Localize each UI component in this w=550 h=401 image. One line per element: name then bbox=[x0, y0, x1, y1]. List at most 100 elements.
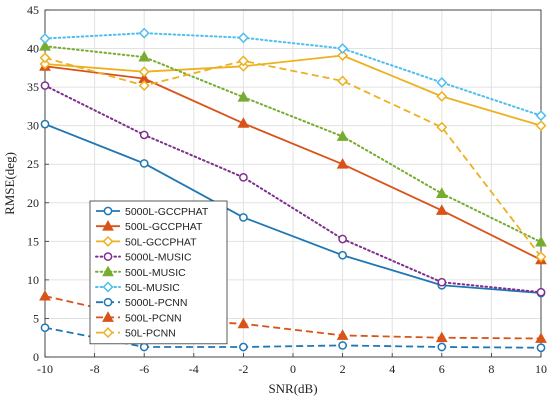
y-tick-label: 30 bbox=[27, 119, 39, 133]
legend-label: 500L-GCCPHAT bbox=[125, 221, 203, 233]
data-point bbox=[336, 130, 349, 141]
series-layer bbox=[39, 27, 547, 353]
series-line bbox=[44, 54, 542, 127]
x-tick-label: -2 bbox=[238, 362, 248, 376]
series-50L-MUSIC bbox=[39, 27, 547, 122]
data-point bbox=[239, 172, 248, 182]
series-line bbox=[44, 65, 542, 261]
legend-label: 5000L-MUSIC bbox=[125, 252, 192, 264]
data-point bbox=[237, 317, 250, 329]
data-point bbox=[39, 33, 51, 44]
data-point bbox=[435, 204, 448, 215]
series-line bbox=[44, 32, 542, 117]
data-point bbox=[39, 52, 51, 64]
legend-item: 50L-PCNN bbox=[96, 327, 176, 340]
y-tick-label: 10 bbox=[27, 273, 39, 287]
legend-item: 500L-PCNN bbox=[96, 311, 182, 324]
legend-marker bbox=[103, 297, 113, 307]
data-point bbox=[139, 342, 149, 352]
series-line bbox=[44, 45, 542, 244]
series-5000L-PCNN bbox=[40, 323, 546, 353]
data-point bbox=[40, 119, 50, 129]
data-point bbox=[39, 40, 51, 51]
data-point bbox=[40, 323, 50, 333]
x-tick-label: 0 bbox=[290, 362, 296, 376]
data-point bbox=[139, 159, 149, 168]
data-point bbox=[535, 235, 547, 247]
data-point bbox=[237, 55, 249, 67]
y-axis: 0 5 10 15 20 25 30 35 40 45 bbox=[27, 3, 49, 364]
x-tick-label: 6 bbox=[439, 362, 445, 376]
legend: 5000L-GCCPHAT 500L-GCCPHAT 50L-GCCPHAT 5000… bbox=[89, 200, 228, 345]
legend-item: 50L-GCCPHAT bbox=[96, 235, 197, 248]
y-tick-label: 45 bbox=[27, 3, 39, 17]
x-tick-label: 8 bbox=[488, 362, 494, 376]
data-point bbox=[39, 289, 51, 301]
legend-item: 5000L-PCNN bbox=[96, 297, 187, 309]
legend-label: 50L-PCNN bbox=[125, 328, 176, 340]
series-line bbox=[44, 123, 542, 294]
legend-marker bbox=[102, 327, 114, 339]
y-tick-label: 15 bbox=[27, 234, 39, 248]
y-tick-label: 20 bbox=[27, 196, 39, 210]
data-point bbox=[337, 50, 349, 61]
data-point bbox=[338, 250, 347, 260]
legend-item: 500L-GCCPHAT bbox=[96, 220, 203, 233]
legend-label: 5000L-PCNN bbox=[125, 297, 187, 309]
legend-marker bbox=[102, 281, 114, 293]
legend-label: 50L-GCCPHAT bbox=[125, 236, 197, 248]
data-point bbox=[138, 50, 151, 62]
x-tick-label: -8 bbox=[90, 362, 100, 376]
x-tick-label: 2 bbox=[340, 362, 346, 376]
y-tick-label: 40 bbox=[27, 42, 39, 56]
data-point bbox=[138, 80, 150, 92]
data-point bbox=[535, 110, 547, 122]
legend-label: 500L-MUSIC bbox=[125, 267, 186, 279]
legend-marker bbox=[102, 220, 114, 231]
series-500L-MUSIC bbox=[39, 40, 547, 247]
legend-item: 50L-MUSIC bbox=[95, 281, 180, 294]
data-point bbox=[239, 342, 248, 352]
data-point bbox=[435, 331, 448, 343]
data-point bbox=[535, 332, 547, 343]
y-tick-label: 25 bbox=[27, 157, 39, 171]
x-tick-label: -10 bbox=[37, 362, 53, 376]
x-axis-label: SNR(dB) bbox=[268, 381, 317, 396]
series-50L-PCNN bbox=[39, 52, 547, 263]
data-point bbox=[138, 27, 150, 39]
y-tick-label: 5 bbox=[33, 311, 39, 325]
legend-label: 50L-MUSIC bbox=[125, 282, 180, 294]
x-tick-label: -4 bbox=[189, 362, 199, 376]
data-point bbox=[338, 234, 347, 244]
data-point bbox=[336, 329, 349, 340]
data-point bbox=[40, 81, 50, 90]
data-point bbox=[337, 75, 349, 87]
data-point bbox=[437, 277, 447, 287]
series-5000L-MUSIC bbox=[40, 81, 546, 297]
series-50L-GCCPHAT bbox=[39, 50, 547, 132]
legend-marker bbox=[102, 265, 114, 277]
data-point bbox=[237, 32, 249, 44]
data-point bbox=[535, 120, 547, 132]
x-tick-label: -6 bbox=[139, 362, 149, 376]
legend-item: 500L-MUSIC bbox=[95, 265, 186, 279]
x-tick-label: 4 bbox=[389, 362, 395, 376]
legend-marker bbox=[103, 252, 113, 261]
x-axis: -10 -8 -6 -4 -2 0 2 4 6 8 10 bbox=[37, 353, 547, 376]
data-point bbox=[138, 66, 150, 78]
data-point bbox=[139, 130, 149, 140]
data-point bbox=[436, 90, 448, 102]
legend-label: 500L-PCNN bbox=[125, 312, 182, 324]
data-point bbox=[39, 58, 51, 70]
y-axis-label: RMSE(deg) bbox=[2, 152, 17, 215]
data-point bbox=[337, 43, 349, 55]
legend-label: 5000L-GCCPHAT bbox=[125, 206, 209, 218]
data-point bbox=[437, 342, 447, 352]
series-line bbox=[44, 56, 542, 258]
data-point bbox=[237, 117, 250, 128]
data-point bbox=[435, 187, 448, 198]
data-point bbox=[436, 121, 448, 133]
y-tick-label: 0 bbox=[33, 350, 39, 364]
